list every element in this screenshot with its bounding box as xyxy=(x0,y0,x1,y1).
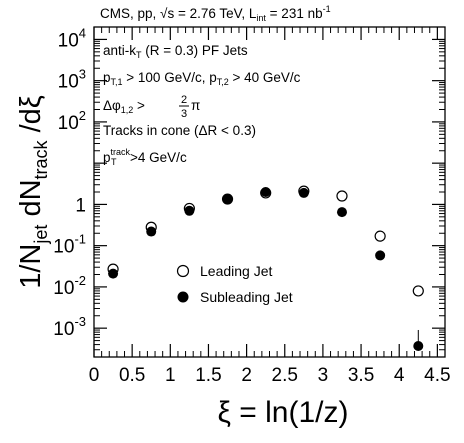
y-tick-label: 10-3 xyxy=(53,314,86,340)
data-point-leading xyxy=(336,190,348,202)
annotation-track-pt-sub: T xyxy=(111,157,117,167)
x-tick-label: 1.5 xyxy=(195,365,221,386)
y-axis-label: 1/Njet dNtrack /dξ xyxy=(15,95,51,289)
annotation-dphi-denominator: 3 xyxy=(181,108,187,120)
data-point-leading xyxy=(374,230,386,242)
data-point-subleading xyxy=(375,250,386,261)
legend-marker-leading xyxy=(176,264,190,278)
x-tick-label: 1 xyxy=(165,365,176,386)
data-point-subleading xyxy=(336,207,347,218)
annotation-track-pt: ptrack>4 GeV/c xyxy=(103,147,187,165)
annotation-cone: Tracks in cone (ΔR < 0.3) xyxy=(103,123,256,138)
x-ticks xyxy=(93,27,438,357)
x-tick-label: 0.5 xyxy=(119,365,145,386)
y-tick-label: 103 xyxy=(58,67,86,93)
series-subleading-jet xyxy=(108,187,424,351)
annotation-dphi: Δφ1,2 > xyxy=(103,98,145,115)
data-point-subleading xyxy=(298,187,309,198)
legend-label-subleading: Subleading Jet xyxy=(200,289,293,305)
x-axis-label: ξ = ln(1/z) xyxy=(218,396,349,429)
data-point-subleading xyxy=(222,194,233,205)
x-tick-label: 0 xyxy=(89,365,100,386)
y-tick-label: 104 xyxy=(58,25,86,51)
chart-title: CMS, pp, √s = 2.76 TeV, Lint = 231 nb-1 xyxy=(100,4,331,23)
data-point-subleading xyxy=(108,268,119,279)
legend-marker-subleading xyxy=(177,291,189,303)
y-tick-label: 10-2 xyxy=(53,273,86,299)
legend-label-leading: Leading Jet xyxy=(200,263,273,279)
annotation-pt-cuts: pT,1 > 100 GeV/c, pT,2 > 40 GeV/c xyxy=(103,70,301,87)
annotation-pi: π xyxy=(191,98,200,113)
annotation-dphi-numerator: 2 xyxy=(181,94,187,106)
y-tick-labels: 10-3 10-2 10-1 1 102 103 104 xyxy=(53,25,86,340)
series-leading-jet xyxy=(107,185,424,297)
data-point-subleading xyxy=(184,205,195,216)
y-ticks xyxy=(94,26,445,358)
x-tick-label: 2 xyxy=(241,365,252,386)
x-tick-label: 3 xyxy=(318,365,329,386)
annotation-block: anti-kT (R = 0.3) PF Jets pT,1 > 100 GeV… xyxy=(103,43,301,167)
y-tick-label: 102 xyxy=(58,108,86,134)
y-tick-label: 10-1 xyxy=(53,232,86,258)
legend: Leading Jet Subleading Jet xyxy=(176,263,293,305)
x-tick-label: 2.5 xyxy=(272,365,298,386)
y-tick-label: 1 xyxy=(75,195,86,216)
x-tick-label: 4.5 xyxy=(424,365,450,386)
x-tick-label: 4 xyxy=(394,365,405,386)
x-tick-label: 3.5 xyxy=(348,365,374,386)
data-point-leading xyxy=(412,285,424,297)
data-point-subleading xyxy=(260,187,271,197)
x-tick-labels: 0 0.5 1 1.5 2 2.5 3 3.5 4 4.5 xyxy=(89,365,451,386)
annotation-jets: anti-kT (R = 0.3) PF Jets xyxy=(103,43,248,60)
data-point-subleading xyxy=(146,226,157,237)
data-point-subleading xyxy=(413,340,424,351)
